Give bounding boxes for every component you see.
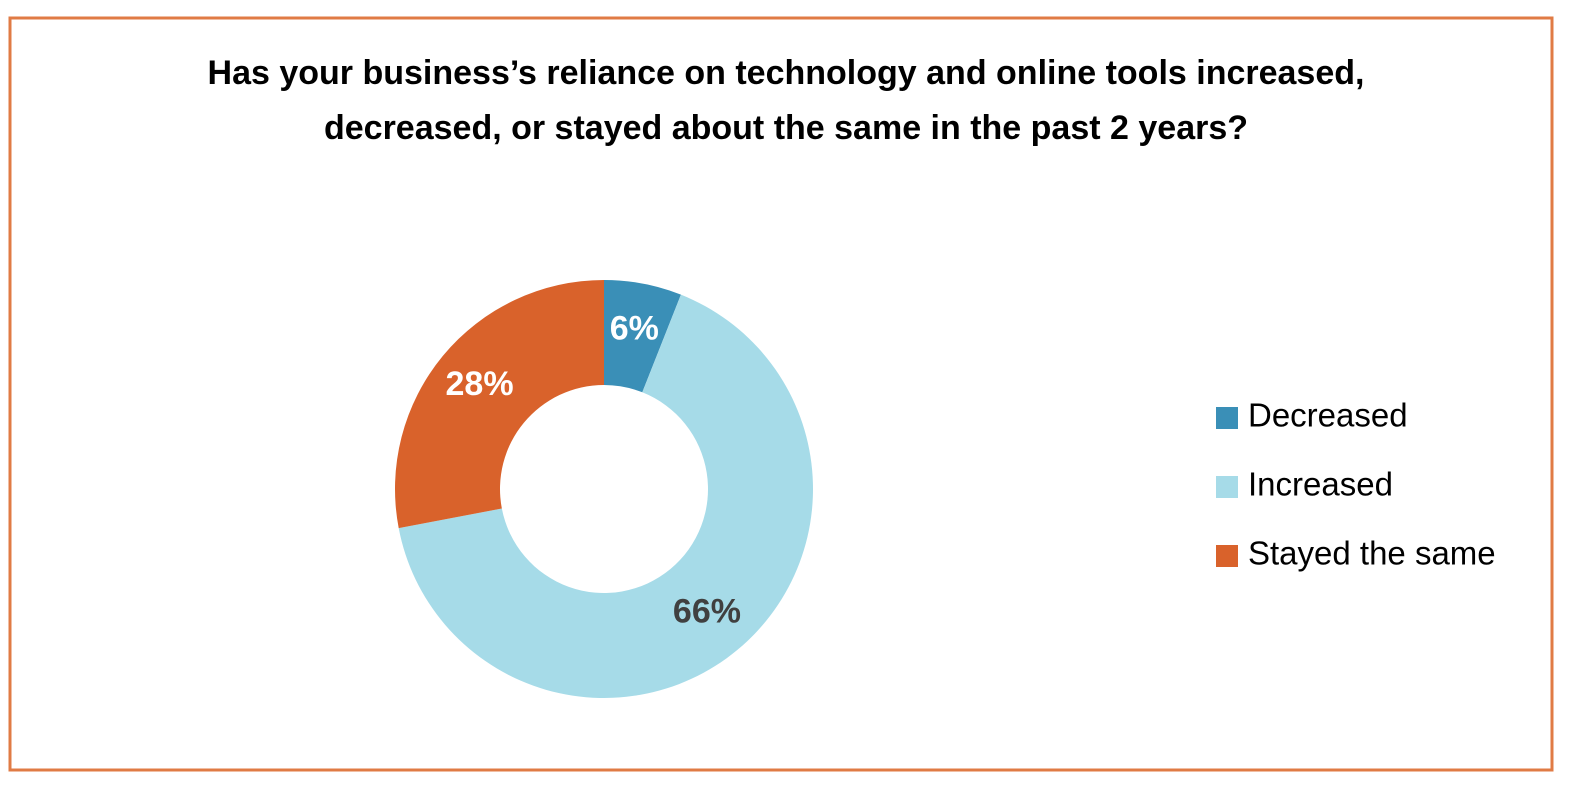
donut-slice — [394, 280, 604, 529]
value-label: 28% — [446, 365, 514, 403]
legend-label: Stayed the same — [1248, 535, 1496, 572]
legend-swatch — [1216, 407, 1238, 429]
chart-border — [8, 16, 1554, 772]
legend-label: Decreased — [1248, 397, 1408, 434]
value-label: 66% — [673, 592, 741, 630]
legend-swatch — [1216, 545, 1238, 567]
legend-label: Increased — [1248, 466, 1393, 503]
donut-slice — [604, 280, 681, 393]
chart-title: Has your business’s reliance on technolo… — [207, 54, 1365, 147]
legend-swatch — [1216, 476, 1238, 498]
donut-slice — [398, 294, 813, 699]
value-label: 6% — [610, 309, 659, 347]
